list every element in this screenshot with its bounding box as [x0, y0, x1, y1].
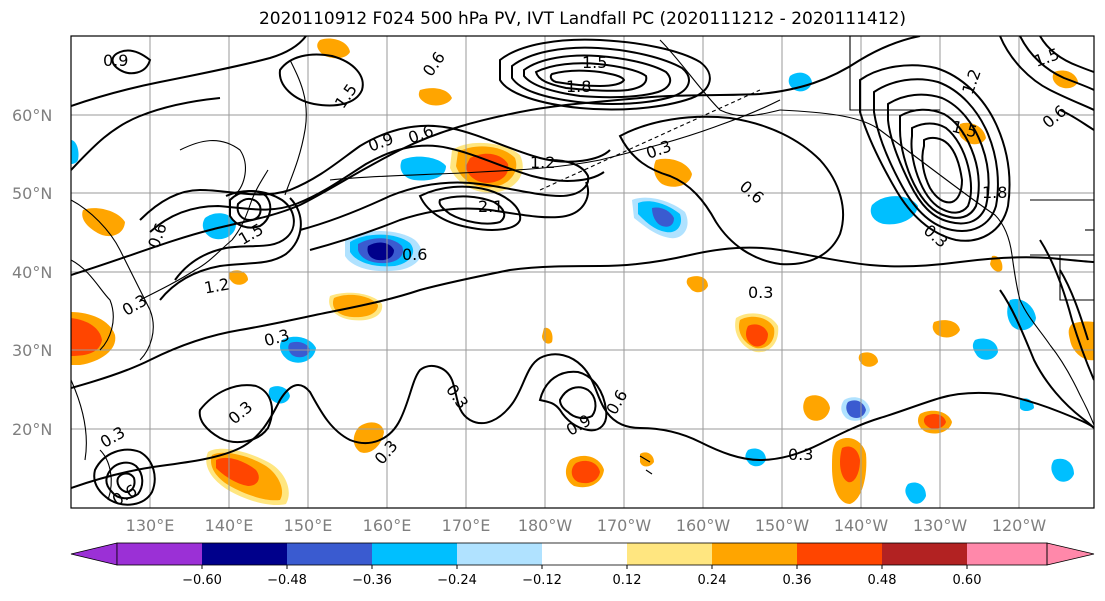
colorbar-tick-label: 0.12 [613, 573, 642, 588]
contour-label: 0.6 [402, 245, 427, 264]
lon-label: 120°W [992, 516, 1047, 535]
colorbar-tick-labels: −0.60 −0.48 −0.36 −0.24 −0.12 0.12 0.24 … [182, 573, 981, 588]
contour-label: 0.9 [103, 51, 128, 70]
contour-lines [71, 36, 1094, 506]
lon-label: 160°W [676, 516, 731, 535]
colorbar-segment [287, 543, 372, 565]
colorbar-tick-label: −0.24 [437, 573, 477, 588]
colorbar-segment [712, 543, 797, 565]
contour-label: 1.8 [982, 183, 1007, 202]
colorbar-extend-high [1046, 542, 1095, 566]
contour-label: 2.1 [478, 197, 503, 216]
lon-label: 150°E [284, 516, 333, 535]
latitude-labels: 60°N 50°N 40°N 30°N 20°N [12, 106, 52, 439]
colorbar-ticks [201, 565, 968, 569]
lon-label: 160°E [363, 516, 412, 535]
lat-label: 50°N [12, 184, 52, 203]
colorbar-segment [372, 543, 457, 565]
colorbar-tick-label: −0.60 [182, 573, 222, 588]
lon-label: 180°W [518, 516, 573, 535]
lon-label: 130°E [126, 516, 175, 535]
colorbar-segment [967, 543, 1047, 565]
colorbar-extend-low [70, 542, 118, 566]
lon-label: 140°W [834, 516, 889, 535]
map-plot-area: 0.9 0.6 1.5 1.8 1.5 0.9 0.6 0.3 1.2 2.1 … [71, 36, 1094, 508]
longitude-labels: 130°E 140°E 150°E 160°E 170°E 180°W 170°… [126, 516, 1047, 535]
map-frame [70, 35, 1095, 509]
lon-label: 150°W [755, 516, 810, 535]
colorbar-segment [797, 543, 882, 565]
lon-label: 140°E [205, 516, 254, 535]
colorbar-tick-label: 0.60 [953, 573, 982, 588]
colorbar-segment [627, 543, 712, 565]
colorbar-tick-label: −0.12 [522, 573, 562, 588]
colorbar-segment [542, 543, 627, 565]
colorbar-tick-label: −0.36 [352, 573, 392, 588]
lat-label: 40°N [12, 263, 52, 282]
colorbar-segment [457, 543, 542, 565]
colorbar-segment [202, 543, 287, 565]
lon-label: 170°W [597, 516, 652, 535]
contour-label: 1.2 [530, 153, 555, 172]
contour-label: 1.5 [582, 53, 607, 72]
map-title: 2020110912 F024 500 hPa PV, IVT Landfall… [258, 9, 906, 29]
colorbar-segment [117, 543, 202, 565]
colorbar-tick-label: 0.48 [868, 573, 897, 588]
colorbar [70, 542, 1095, 566]
lat-label: 60°N [12, 106, 52, 125]
contour-label: 1.8 [566, 77, 591, 96]
contour-label: 1.2 [203, 274, 231, 297]
colorbar-tick-label: −0.48 [267, 573, 307, 588]
lat-label: 30°N [12, 341, 52, 360]
colorbar-segment [882, 543, 967, 565]
colorbar-tick-label: 0.36 [783, 573, 812, 588]
lat-label: 20°N [12, 420, 52, 439]
contour-label: 0.3 [748, 283, 773, 302]
contour-label: 0.3 [788, 445, 813, 464]
colorbar-tick-label: 0.24 [698, 573, 727, 588]
lon-label: 170°E [442, 516, 491, 535]
lon-label: 130°W [913, 516, 968, 535]
